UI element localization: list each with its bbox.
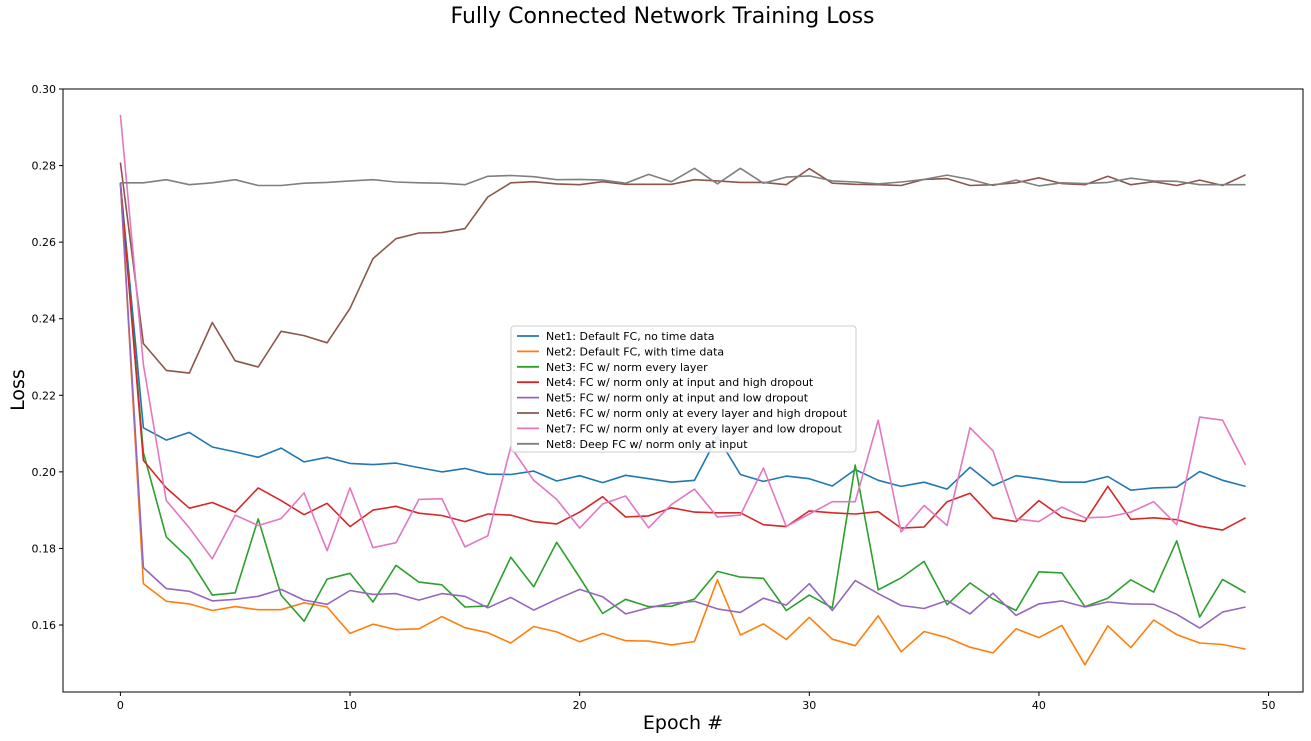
x-tick-label: 0 [117,699,124,712]
y-tick-label: 0.22 [32,389,57,402]
x-tick-label: 10 [343,699,357,712]
legend-label-net7: Net7: FC w/ norm only at every layer and… [546,422,843,435]
series-line-net5 [119,182,1246,629]
legend-label-net8: Net8: Deep FC w/ norm only at input [546,438,748,451]
series-line-net1 [119,182,1246,492]
y-tick-label: 0.26 [32,236,57,249]
x-tick-label: 20 [573,699,587,712]
series-line-net4 [119,182,1246,531]
series-lines [119,114,1247,666]
x-axis-label: Epoch # [643,712,723,734]
legend-label-net2: Net2: Default FC, with time data [546,345,724,358]
y-tick-label: 0.20 [32,466,57,479]
x-tick-label: 40 [1032,699,1046,712]
y-tick-label: 0.28 [32,160,57,173]
x-tick-label: 30 [802,699,816,712]
legend-label-net1: Net1: Default FC, no time data [546,330,715,343]
legend-label-net6: Net6: FC w/ norm only at every layer and… [546,407,848,420]
legend-label-net5: Net5: FC w/ norm only at input and low d… [546,392,809,405]
chart-title: Fully Connected Network Training Loss [450,4,875,29]
plot-frame [62,88,1304,693]
series-line-net7 [119,114,1247,560]
legend: Net1: Default FC, no time data Net2: Defa… [510,325,857,453]
legend-box [510,325,857,453]
x-tick-label: 50 [1262,699,1276,712]
y-tick-label: 0.24 [32,313,57,326]
x-axis-ticks: 0 10 20 30 40 50 [117,692,1276,712]
legend-label-net4: Net4: FC w/ norm only at input and high … [546,376,814,389]
series-line-net8 [120,167,1246,187]
y-tick-label: 0.18 [32,542,57,555]
legend-label-net3: Net3: FC w/ norm every layer [546,361,708,374]
y-tick-label: 0.16 [32,619,57,632]
y-tick-label: 0.30 [32,83,57,96]
y-axis-ticks: 0.16 0.18 0.20 0.22 0.24 0.26 0.28 0.30 [32,83,63,632]
series-line-net2 [119,182,1246,666]
y-axis-label: Loss [7,369,29,411]
